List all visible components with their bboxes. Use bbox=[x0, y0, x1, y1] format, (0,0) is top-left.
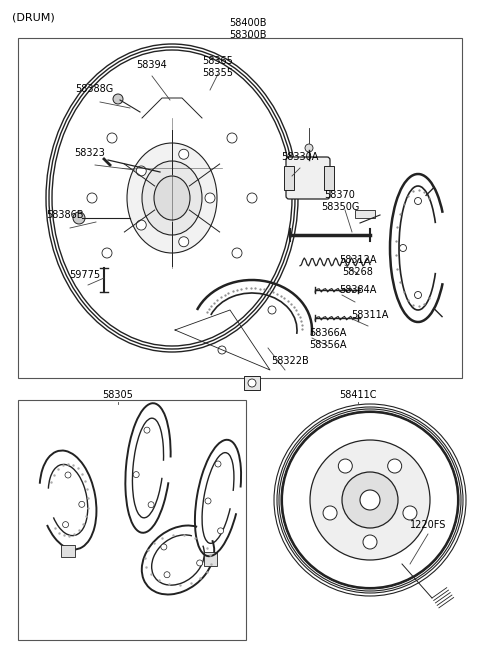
Circle shape bbox=[205, 498, 211, 504]
Text: 58305: 58305 bbox=[103, 390, 133, 400]
Circle shape bbox=[73, 212, 85, 224]
Circle shape bbox=[197, 560, 203, 566]
Circle shape bbox=[248, 379, 256, 387]
Circle shape bbox=[136, 166, 146, 176]
Circle shape bbox=[388, 459, 402, 473]
Text: 58323: 58323 bbox=[74, 148, 106, 158]
Circle shape bbox=[133, 472, 139, 477]
Circle shape bbox=[268, 306, 276, 314]
Circle shape bbox=[338, 459, 352, 473]
Text: (DRUM): (DRUM) bbox=[12, 12, 55, 22]
Bar bbox=[18, 400, 246, 640]
Circle shape bbox=[218, 346, 226, 354]
Ellipse shape bbox=[142, 161, 202, 235]
Ellipse shape bbox=[127, 143, 217, 253]
Bar bbox=[355, 210, 375, 218]
Circle shape bbox=[179, 149, 189, 159]
Circle shape bbox=[360, 490, 380, 510]
Circle shape bbox=[65, 472, 71, 478]
Circle shape bbox=[113, 94, 123, 104]
Circle shape bbox=[144, 427, 150, 433]
Text: 58386B: 58386B bbox=[46, 210, 84, 220]
Text: 58365
58355: 58365 58355 bbox=[203, 56, 233, 77]
Text: 59775: 59775 bbox=[70, 270, 101, 280]
Circle shape bbox=[415, 198, 421, 204]
Bar bbox=[284, 166, 294, 190]
Circle shape bbox=[161, 544, 167, 550]
Text: 58400B
58300B: 58400B 58300B bbox=[229, 18, 267, 39]
Text: 58330A: 58330A bbox=[281, 152, 319, 162]
Circle shape bbox=[205, 193, 215, 203]
Text: 58384A: 58384A bbox=[339, 285, 377, 295]
Text: 58411C: 58411C bbox=[339, 390, 377, 400]
Circle shape bbox=[164, 572, 170, 578]
Circle shape bbox=[399, 244, 407, 252]
Circle shape bbox=[215, 461, 221, 467]
Text: 58312A
58268: 58312A 58268 bbox=[339, 255, 377, 276]
Circle shape bbox=[305, 144, 313, 152]
Circle shape bbox=[62, 521, 69, 528]
Text: 58322B: 58322B bbox=[271, 356, 309, 366]
Bar bbox=[204, 552, 217, 566]
Bar bbox=[61, 545, 75, 557]
Text: 58311A: 58311A bbox=[351, 310, 389, 320]
Ellipse shape bbox=[342, 472, 398, 528]
Ellipse shape bbox=[310, 440, 430, 560]
Circle shape bbox=[179, 236, 189, 247]
Circle shape bbox=[403, 506, 417, 520]
Circle shape bbox=[323, 506, 337, 520]
Text: 58370
58350G: 58370 58350G bbox=[321, 190, 359, 212]
Circle shape bbox=[363, 535, 377, 549]
Bar bbox=[324, 166, 334, 190]
Circle shape bbox=[148, 502, 154, 508]
Ellipse shape bbox=[154, 176, 190, 220]
Text: 58366A
58356A: 58366A 58356A bbox=[309, 328, 347, 350]
FancyBboxPatch shape bbox=[286, 157, 330, 199]
Bar bbox=[18, 38, 462, 378]
Circle shape bbox=[136, 220, 146, 230]
Circle shape bbox=[79, 501, 85, 508]
Text: 58394: 58394 bbox=[137, 60, 168, 70]
Circle shape bbox=[217, 528, 224, 534]
Circle shape bbox=[415, 291, 421, 299]
Bar bbox=[244, 376, 260, 390]
Text: 58388G: 58388G bbox=[75, 84, 113, 94]
Text: 1220FS: 1220FS bbox=[410, 520, 446, 530]
